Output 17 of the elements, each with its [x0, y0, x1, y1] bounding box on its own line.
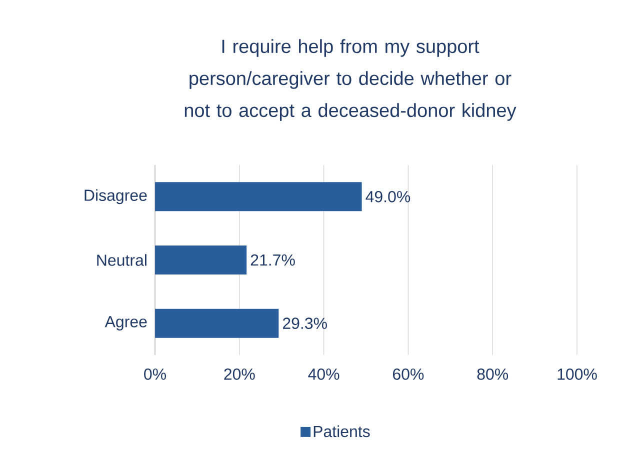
data-label: 21.7% — [250, 254, 295, 266]
bar — [155, 246, 247, 274]
bar — [155, 308, 279, 338]
y-tick-label: Agree — [104, 316, 147, 331]
x-tick-label: 0% — [144, 368, 166, 380]
y-tick-label: Disagree — [84, 189, 147, 204]
x-tick-label: 80% — [477, 368, 508, 380]
legend-label: Patients — [314, 425, 370, 438]
data-label: 49.0% — [366, 191, 410, 202]
x-tick-label: 40% — [308, 368, 340, 380]
y-tick-label: Neutral — [97, 254, 146, 266]
bar — [155, 182, 362, 212]
data-label: 29.3% — [282, 318, 327, 329]
x-tick-label: 20% — [224, 368, 255, 380]
chart-title: I require help from my support person/caregiver to decide whether or not to accept a deceased-donor kidney — [184, 39, 516, 121]
x-tick-label: 100% — [558, 368, 597, 380]
x-tick-label: 60% — [393, 368, 424, 380]
